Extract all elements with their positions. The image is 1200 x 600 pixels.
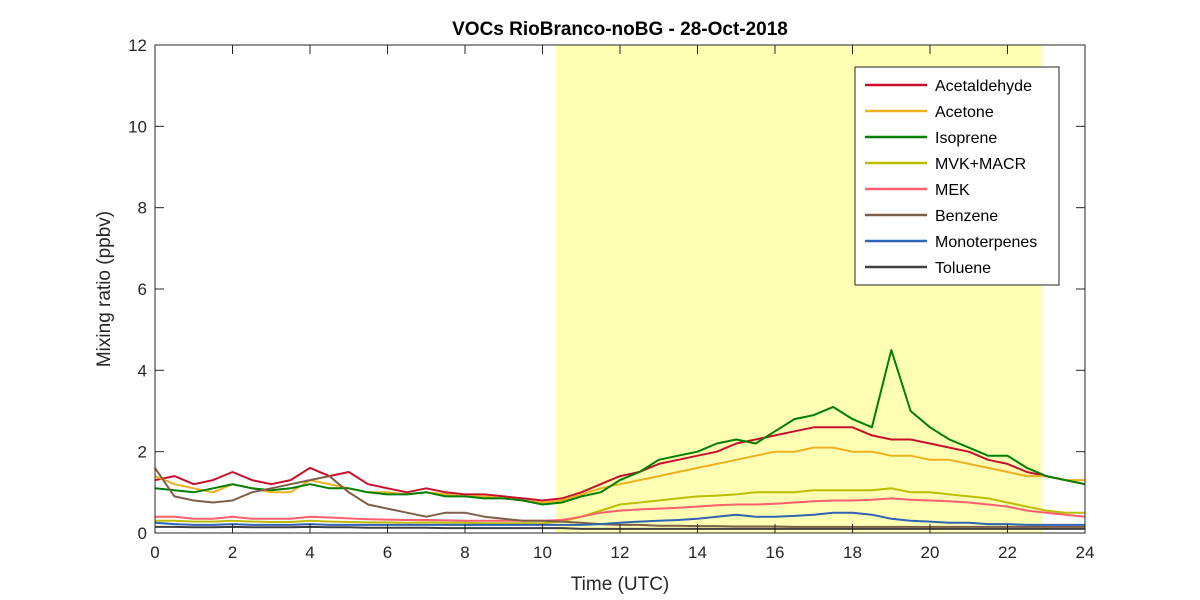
x-tick-label: 18 [843, 543, 862, 562]
legend-label-mek: MEK [935, 182, 970, 199]
legend-label-benzene: Benzene [935, 208, 998, 225]
y-tick-label: 0 [138, 524, 147, 543]
x-tick-label: 16 [766, 543, 785, 562]
x-tick-label: 20 [921, 543, 940, 562]
x-tick-label: 4 [305, 543, 314, 562]
x-tick-label: 0 [150, 543, 159, 562]
legend-label-acetone: Acetone [935, 104, 994, 121]
legend-label-monoterpenes: Monoterpenes [935, 234, 1037, 251]
x-tick-label: 22 [998, 543, 1017, 562]
x-tick-label: 8 [460, 543, 469, 562]
series-line-isoprene [154, 349, 1086, 506]
legend-label-isoprene: Isoprene [935, 130, 997, 147]
x-tick-label: 12 [611, 543, 630, 562]
y-tick-label: 10 [128, 117, 147, 136]
x-tick-label: 10 [533, 543, 552, 562]
chart-title: VOCs RioBranco-noBG - 28-Oct-2018 [452, 19, 788, 40]
x-axis-label: Time (UTC) [571, 574, 670, 595]
y-tick-label: 12 [128, 36, 147, 55]
legend: Acetaldehyde Acetone Isoprene MVK+MACR MEK Be… [854, 66, 1060, 286]
x-tick-label: 2 [228, 543, 237, 562]
x-tick-label: 24 [1076, 543, 1095, 562]
x-tick-label: 14 [688, 543, 707, 562]
series-line-acetaldehyde [154, 426, 1086, 502]
series-line-mvk-macr [155, 487, 1085, 525]
y-tick-label: 8 [138, 199, 147, 218]
y-tick-label: 6 [138, 280, 147, 299]
legend-box [854, 66, 1060, 286]
y-tick-label: 4 [138, 361, 147, 380]
x-tick-label: 6 [383, 543, 392, 562]
legend-label-mvk-macr: MVK+MACR [935, 156, 1026, 173]
y-axis-label: Mixing ratio (ppbv) [94, 211, 115, 367]
legend-label-toluene: Toluene [935, 260, 991, 277]
series-line-mek [155, 497, 1086, 522]
legend-label-acetaldehyde: Acetaldehyde [935, 78, 1032, 95]
y-tick-label: 2 [138, 443, 147, 462]
